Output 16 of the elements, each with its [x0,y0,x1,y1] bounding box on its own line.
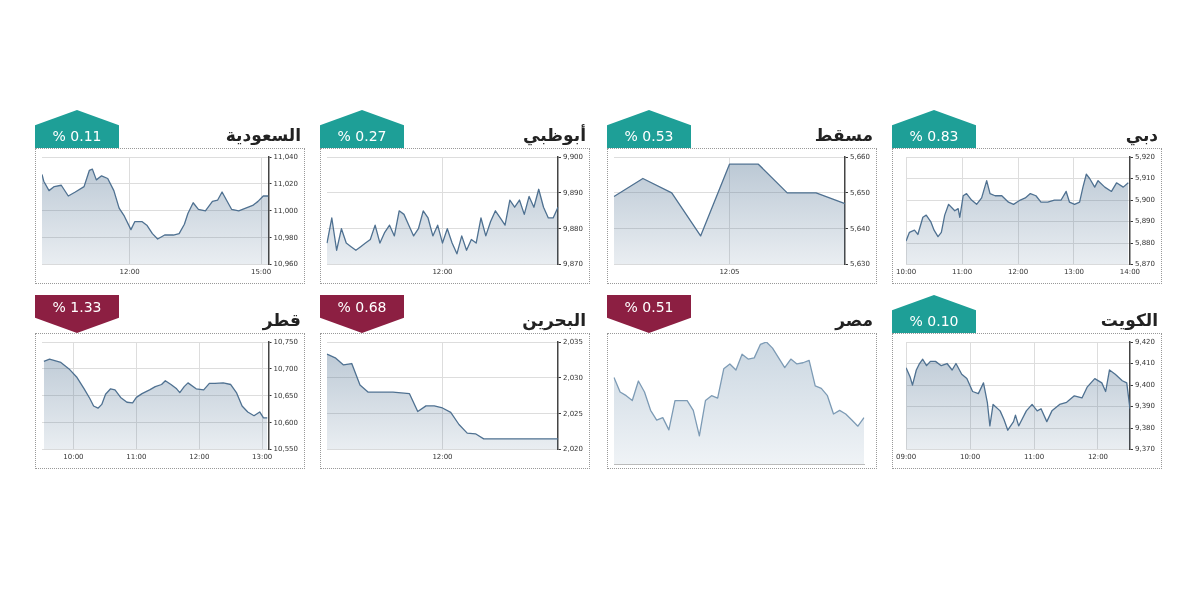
text: % 0.10 [908,312,960,330]
chart-title: دبي [1125,124,1158,146]
text: % 1.33 [51,298,103,316]
text: % 0.53 [623,127,675,145]
chart-title: مصر [835,309,873,331]
chart-title: أبوظبي [522,124,586,146]
chart-title: الكويت [1100,309,1158,331]
text: % 0.68 [336,298,388,316]
text: % 0.27 [336,127,388,145]
text: % 0.11 [51,127,103,145]
text: % 0.51 [623,298,675,316]
chart-title: مسقط [814,124,873,146]
chart-title: السعودية [225,124,301,146]
chart-title: البحرين [522,309,586,331]
chart-title: قطر [262,309,301,331]
text: % 0.83 [908,127,960,145]
